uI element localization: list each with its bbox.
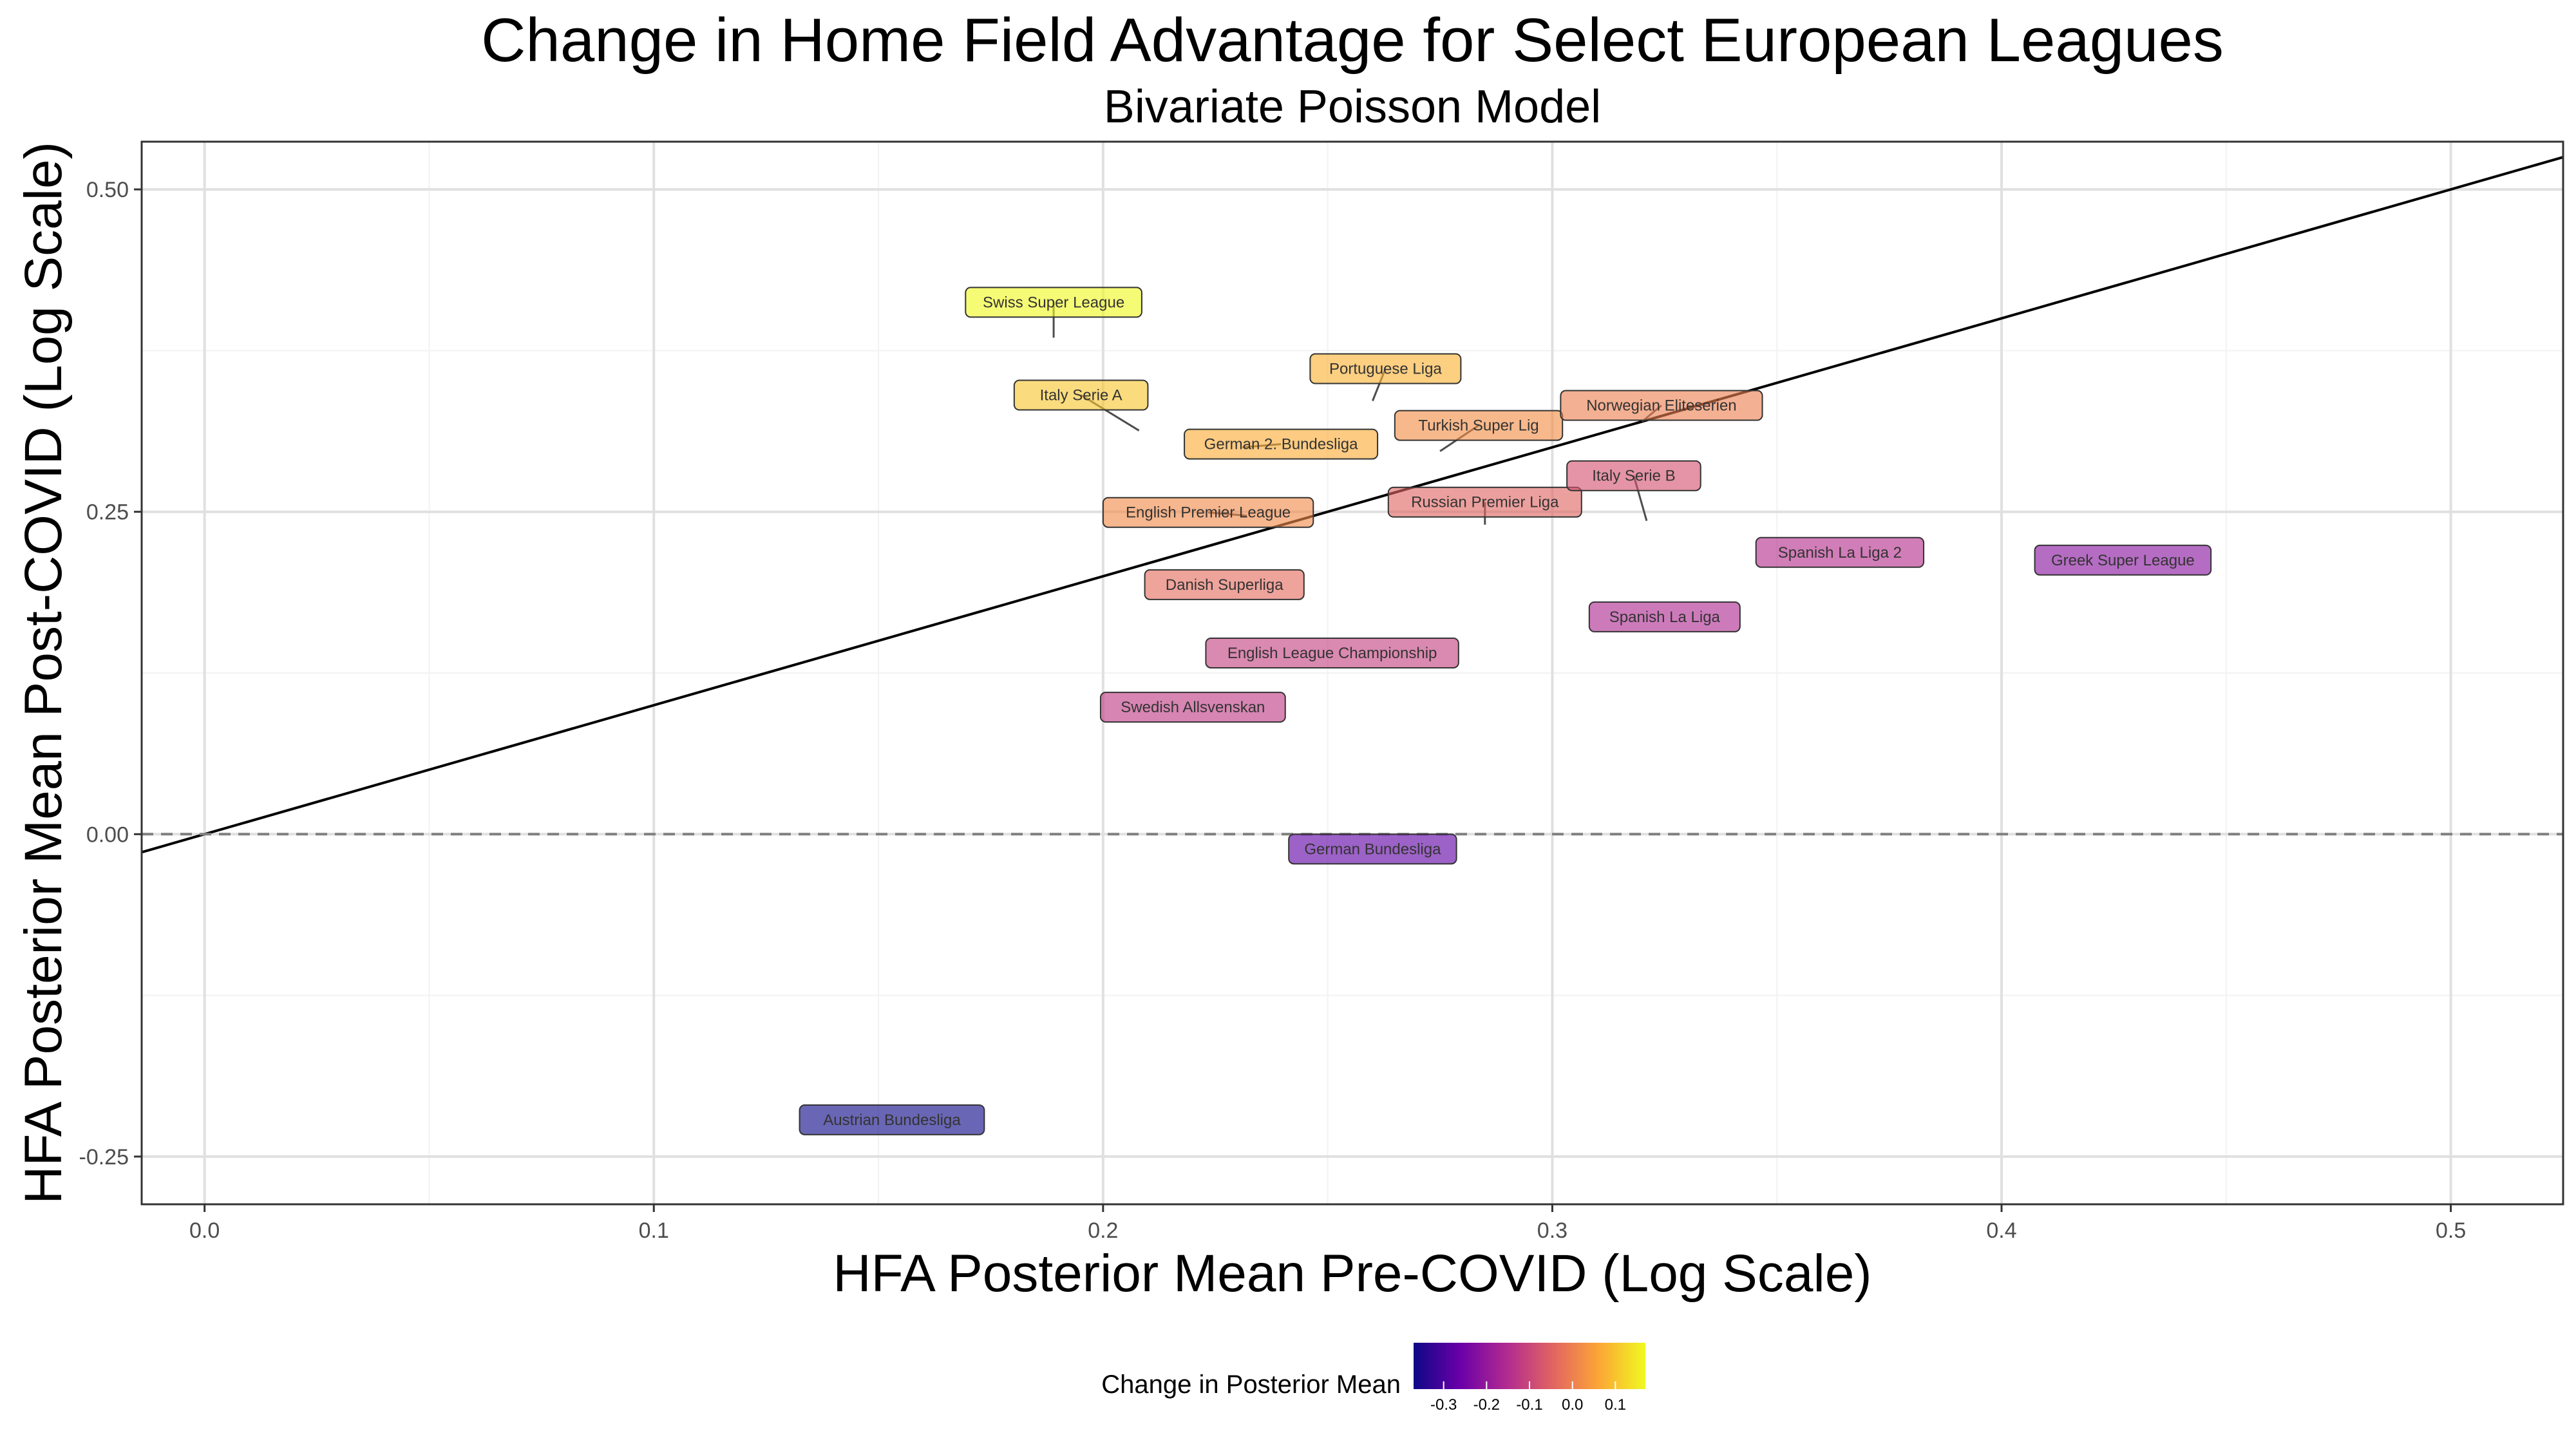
league-label-box (1205, 637, 1459, 668)
legend-title: Change in Posterior Mean (1101, 1370, 1401, 1399)
plot-area: Swiss Super League Italy Serie A Portugues… (140, 140, 2564, 1206)
league-point: German Bundesliga (1288, 833, 1457, 865)
legend-ticks: -0.3 -0.2 -0.1 0.0 0.1 (1430, 1381, 1626, 1414)
league-label-box (1588, 601, 1741, 632)
plot-border (140, 140, 2564, 1206)
league-label: Italy Serie B (1592, 468, 1675, 485)
league-point: Portuguese Liga (1309, 353, 1462, 402)
league-point: Spanish La Liga (1588, 601, 1741, 632)
x-tick-label: 0.3 (1537, 1218, 1567, 1243)
y-tick-label: 0.50 (86, 178, 129, 202)
league-label: Turkish Super Lig (1418, 417, 1539, 435)
x-tick-label: 0.2 (1088, 1218, 1118, 1243)
league-point: Austrian Bundesliga (799, 1104, 985, 1135)
y-axis-ticks: -0.25 0.00 0.25 0.50 (79, 178, 142, 1170)
color-legend: Change in Posterior Mean -0.3 -0.2 -0.1 0.0… (1101, 1343, 1645, 1414)
league-label: German 2. Bundesliga (1204, 436, 1358, 453)
league-label: Austrian Bundesliga (823, 1112, 961, 1129)
league-points: Swiss Super League Italy Serie A Portugues… (799, 287, 2212, 1135)
league-point: Swedish Allsvenskan (1099, 692, 1286, 723)
league-label: Italy Serie A (1040, 387, 1122, 404)
league-point: Swiss Super League (965, 287, 1142, 338)
league-point: English Premier League (1102, 497, 1314, 528)
league-label-box (965, 287, 1142, 318)
legend-tick-label: 0.1 (1605, 1396, 1626, 1414)
x-tick-label: 0.5 (2436, 1218, 2466, 1243)
league-label-box (1394, 410, 1564, 441)
league-label: Swedish Allsvenskan (1121, 699, 1265, 716)
league-label-box (1144, 569, 1305, 600)
league-point: Spanish La Liga 2 (1755, 536, 1925, 568)
league-label: Greek Super League (2051, 552, 2195, 569)
league-label-box (2034, 544, 2212, 576)
league-point: Russian Premier Liga (1387, 486, 1582, 525)
y-tick-label: 0.00 (86, 822, 129, 847)
league-label: Danish Superliga (1166, 576, 1283, 594)
league-label-box (1102, 497, 1314, 528)
league-label-box (799, 1104, 985, 1135)
y-axis-title: HFA Posterior Mean Post-COVID (Log Scale… (14, 142, 73, 1204)
league-label-box (1755, 536, 1925, 568)
league-point: Greek Super League (2034, 544, 2212, 576)
y-tick-label: 0.25 (86, 500, 129, 525)
league-label-box (1184, 428, 1379, 460)
x-axis-ticks: 0.0 0.1 0.2 0.3 0.4 0.5 (189, 1204, 2466, 1243)
league-label-box (1560, 390, 1763, 421)
legend-tick-label: -0.3 (1430, 1396, 1457, 1414)
legend-tick-label: 0.0 (1562, 1396, 1583, 1414)
x-tick-label: 0.1 (639, 1218, 669, 1243)
league-label: Swiss Super League (983, 294, 1124, 311)
league-label: Russian Premier Liga (1411, 494, 1559, 511)
league-label: English League Championship (1227, 645, 1437, 662)
reference-lines (142, 156, 2563, 854)
legend-tick-label: -0.2 (1473, 1396, 1500, 1414)
league-label-box (1566, 460, 1701, 491)
league-label-box (1099, 692, 1286, 723)
identity-line (142, 156, 2563, 854)
league-point: Danish Superliga (1144, 569, 1305, 600)
league-point: German 2. Bundesliga (1184, 428, 1379, 460)
league-point: Italy Serie A (1013, 379, 1149, 431)
league-label: Portuguese Liga (1329, 360, 1442, 377)
league-label: English Premier League (1126, 504, 1291, 522)
chart-title: Change in Home Field Advantage for Selec… (481, 6, 2224, 75)
league-point: English League Championship (1205, 637, 1459, 668)
league-label-box (1387, 486, 1582, 518)
x-axis-title: HFA Posterior Mean Pre-COVID (Log Scale) (833, 1244, 1871, 1303)
legend-tick-label: -0.1 (1516, 1396, 1542, 1414)
league-label-box (1013, 379, 1149, 411)
league-point: Italy Serie B (1566, 460, 1701, 522)
y-tick-label: -0.25 (79, 1145, 129, 1170)
league-label: Norwegian Eliteserien (1586, 397, 1736, 415)
league-label: Spanish La Liga 2 (1778, 544, 1902, 562)
chart-subtitle: Bivariate Poisson Model (1104, 81, 1601, 133)
league-label: Spanish La Liga (1609, 609, 1721, 626)
league-point: Turkish Super Lig (1394, 410, 1564, 452)
league-label-box (1309, 353, 1462, 384)
league-point: Norwegian Eliteserien (1560, 390, 1763, 422)
league-label: German Bundesliga (1304, 840, 1441, 858)
x-tick-label: 0.4 (1986, 1218, 2016, 1243)
gridlines (142, 142, 2563, 1204)
league-label-box (1288, 833, 1457, 865)
x-tick-label: 0.0 (189, 1218, 220, 1243)
